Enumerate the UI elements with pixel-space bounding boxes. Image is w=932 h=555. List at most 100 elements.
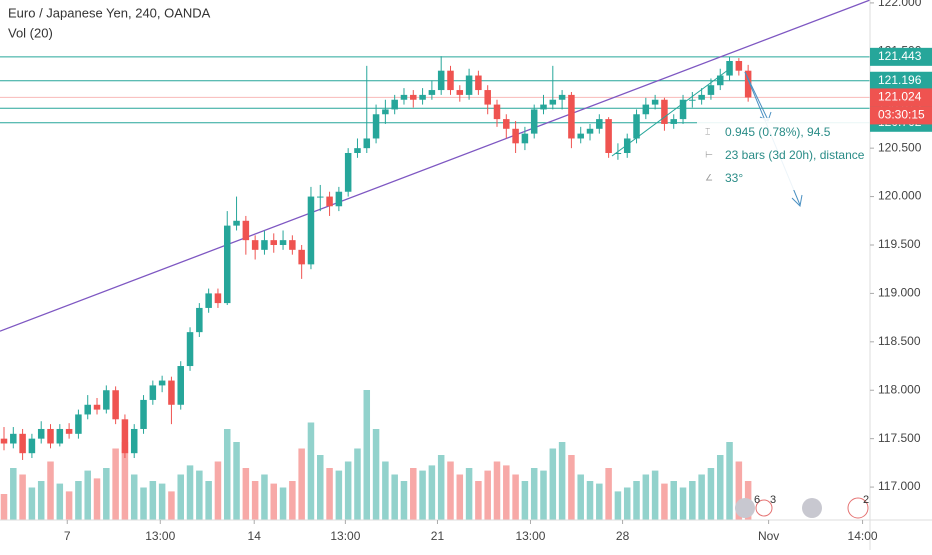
countdown: 03:30:15 (878, 108, 925, 122)
candle-body (400, 94, 408, 100)
volume-bar (456, 474, 464, 520)
candle-body (279, 240, 287, 245)
countdown-tag (870, 106, 932, 125)
volume-bar (670, 481, 677, 520)
volume-bar (158, 483, 166, 520)
volume-bar (354, 448, 361, 520)
volume-bar (261, 474, 268, 520)
badge: 3 (770, 494, 776, 506)
candle-body (586, 128, 594, 134)
candle-body (177, 366, 184, 405)
volume-bar (56, 483, 64, 520)
candle-body (205, 293, 212, 308)
candle-body (103, 390, 110, 410)
drawing-line (611, 69, 729, 157)
candle-body (549, 99, 557, 105)
axis-labels: 122.000121.500121.000120.500120.000119.5… (64, 0, 932, 543)
x-tick-label: 21 (431, 529, 445, 543)
volume-bar (121, 442, 129, 520)
volume-bar (698, 474, 705, 520)
volume-bar (112, 448, 119, 520)
y-tick-label: 117.000 (878, 479, 921, 493)
candle-body (633, 114, 640, 139)
volume-bar (391, 474, 398, 520)
candle-body (410, 94, 417, 100)
volume-bar (363, 390, 371, 520)
candle-body (661, 99, 668, 124)
volume-bar (428, 465, 436, 520)
volume-bar (465, 468, 473, 520)
volume-bar (716, 455, 724, 520)
price-tag-label: 121.024 (878, 90, 922, 104)
candle-body (679, 99, 687, 120)
candle-body (186, 332, 194, 367)
candle-body (112, 390, 119, 420)
candle-body (289, 240, 296, 250)
volume-bar (177, 474, 184, 520)
volume-bar (307, 422, 315, 520)
volume-bar (437, 455, 445, 520)
candle-body (363, 138, 371, 149)
volume-bar (475, 481, 482, 520)
volume-bar (298, 448, 305, 520)
badge: 6 (754, 494, 760, 506)
volume-bar (596, 483, 603, 520)
candle-body (614, 152, 622, 154)
volume-bar (84, 470, 91, 520)
candle-body (121, 419, 129, 454)
candle-body (447, 70, 454, 91)
measure-box (697, 118, 870, 190)
candle-body (233, 220, 240, 226)
candle-body (623, 138, 631, 153)
candle-body (456, 90, 464, 95)
candle-body (707, 85, 715, 95)
volume-bar (558, 442, 566, 520)
volume-bar (214, 461, 222, 520)
volume-bar (37, 481, 45, 520)
plot (0, 0, 871, 520)
volume-bar (419, 470, 426, 520)
volume-bar (0, 494, 8, 520)
icon: ∠ (705, 172, 713, 182)
y-tick-label: 117.500 (878, 431, 921, 445)
volume-bar (270, 483, 278, 520)
y-tick-label: 120.000 (878, 189, 922, 203)
event-icon[interactable] (735, 498, 755, 518)
volume-bar (577, 474, 584, 520)
candle-body (558, 94, 566, 100)
price-tag-label: 121.443 (878, 49, 922, 63)
candle-body (37, 428, 45, 439)
candle-body (10, 433, 17, 444)
volume-bar (512, 474, 519, 520)
volume-bar (642, 474, 650, 520)
volume-bar (623, 487, 631, 520)
candle-body (475, 75, 482, 91)
volume-bar (10, 468, 17, 520)
x-tick-label: 14:00 (848, 529, 878, 543)
candle-body (437, 70, 445, 91)
volume-bar (130, 474, 138, 520)
event-icon[interactable] (847, 497, 869, 519)
candle-body (168, 380, 175, 405)
candle-body (47, 428, 54, 444)
volume-bar (196, 470, 203, 520)
measure-text: 0.945 (0.78%), 94.5 (725, 125, 831, 139)
candle-body (28, 438, 36, 454)
candle-body (651, 99, 659, 105)
candle-body (596, 119, 603, 129)
volume-bar (65, 491, 73, 520)
candle-body (735, 61, 743, 71)
volume-bar (93, 478, 101, 520)
candle-body (326, 196, 333, 207)
candle-body (419, 94, 426, 100)
candle-body (540, 104, 547, 110)
volume-bar (242, 468, 250, 520)
event-icon[interactable] (802, 498, 822, 518)
candle-body (75, 414, 82, 434)
candle-body (214, 293, 222, 304)
candle-body (503, 119, 510, 129)
volume-bar (689, 481, 696, 520)
event-icon[interactable] (755, 499, 773, 517)
volume-bar (568, 455, 575, 520)
